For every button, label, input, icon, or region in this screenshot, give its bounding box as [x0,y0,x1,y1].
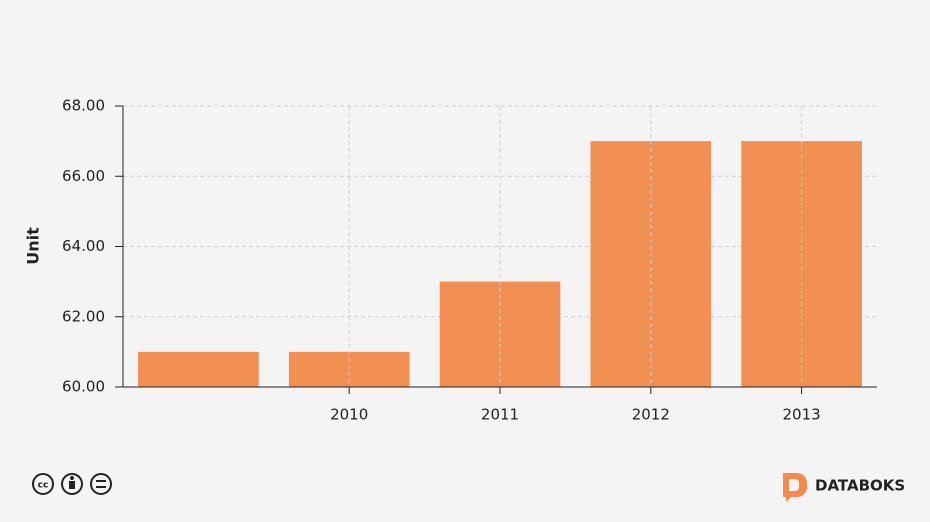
y-tick-label: 66.00 [62,167,105,185]
bar [138,351,259,387]
y-tick-label: 62.00 [62,307,105,325]
svg-text:cc: cc [38,481,49,491]
x-tick-label: 2012 [632,406,670,424]
license-icons: cc [32,473,112,495]
bar [439,281,561,387]
brand-logo-inner [789,479,799,491]
x-tick-label: 2010 [330,406,368,424]
y-tick-label: 64.00 [62,237,105,255]
x-tick-label: 2013 [783,406,821,424]
x-tick-label: 2011 [481,406,519,424]
brand-name: DATABOKS [815,477,905,495]
y-axis-title: Unit [24,227,43,265]
y-tick-label: 68.00 [62,97,105,115]
y-tick-label: 60.00 [62,378,105,396]
